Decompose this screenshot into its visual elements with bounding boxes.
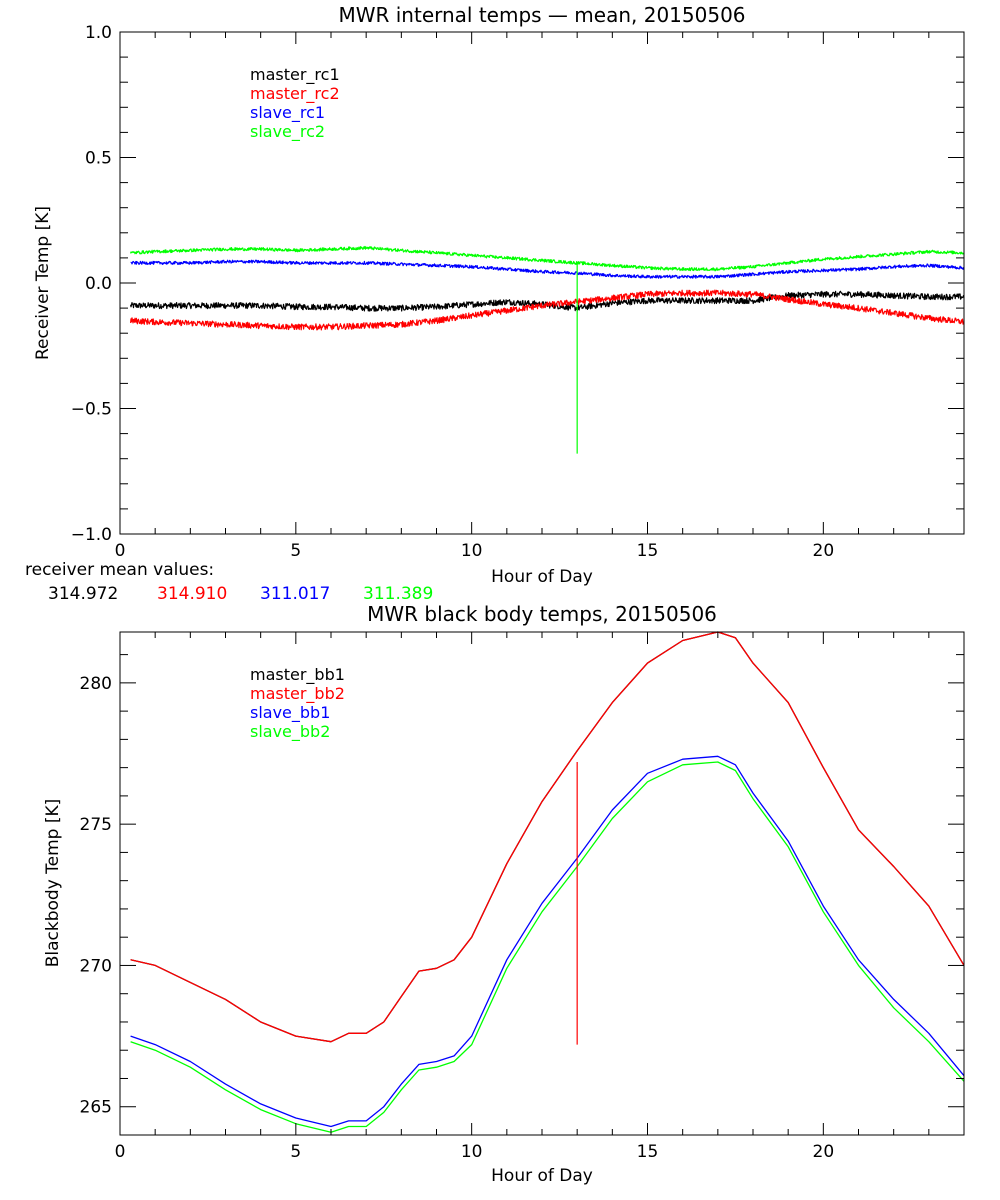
y-tick-label: 270 <box>80 956 112 976</box>
series-line-master-rc2 <box>130 289 965 331</box>
receiver-y-axis-label: Receiver Temp [K] <box>33 206 53 360</box>
y-tick-label: 0.0 <box>85 274 112 294</box>
y-tick-label: 0.5 <box>85 149 112 169</box>
x-tick-label: 10 <box>461 541 483 561</box>
series-line-slave-bb1 <box>130 755 965 1128</box>
mean-value-slave-rc2: 311.389 <box>363 584 433 604</box>
blackbody-chart: MWR black body temps, 20150506 0 5 10 15 20 2… <box>43 602 965 1186</box>
series-line-master-bb2 <box>130 631 965 1043</box>
receiver-legend: master_rc1 master_rc2 slave_rc1 slave_rc… <box>250 65 340 142</box>
y-tick-label: 275 <box>80 815 112 835</box>
mean-values-label: receiver mean values: <box>25 560 214 580</box>
receiver-chart: MWR internal temps — mean, 20150506 0 5 10… <box>33 3 965 587</box>
legend-slave-rc1: slave_rc1 <box>250 103 325 123</box>
blackbody-legend: master_bb1 master_bb2 slave_bb1 slave_bb… <box>250 665 345 742</box>
series-line-master-rc1 <box>130 290 965 312</box>
receiver-mean-values: receiver mean values: 314.972 314.910 31… <box>25 560 433 604</box>
series-line-slave-rc1 <box>130 259 965 279</box>
blackbody-x-axis-label: Hour of Day <box>491 1166 593 1186</box>
y-tick-label: 265 <box>80 1098 112 1118</box>
mean-value-slave-rc1: 311.017 <box>260 584 330 604</box>
mean-value-master-rc1: 314.972 <box>48 584 118 604</box>
y-tick-label: −1.0 <box>71 525 112 545</box>
x-tick-label: 0 <box>115 1142 126 1162</box>
x-tick-label: 15 <box>637 541 659 561</box>
blackbody-chart-title: MWR black body temps, 20150506 <box>367 602 717 626</box>
y-tick-label: −0.5 <box>71 400 112 420</box>
x-tick-label: 10 <box>461 1142 483 1162</box>
legend-slave-bb1: slave_bb1 <box>250 703 330 723</box>
x-tick-label: 20 <box>813 1142 835 1162</box>
x-tick-label: 0 <box>115 541 126 561</box>
x-tick-label: 5 <box>290 541 301 561</box>
legend-master-bb1: master_bb1 <box>250 665 345 685</box>
legend-slave-bb2: slave_bb2 <box>250 722 330 742</box>
legend-master-rc1: master_rc1 <box>250 65 340 85</box>
blackbody-y-axis-label: Blackbody Temp [K] <box>43 799 63 968</box>
legend-slave-rc2: slave_rc2 <box>250 122 325 142</box>
receiver-chart-title: MWR internal temps — mean, 20150506 <box>338 3 745 27</box>
mean-value-master-rc2: 314.910 <box>157 584 227 604</box>
y-tick-label: 1.0 <box>85 23 112 43</box>
series-line-slave-bb2 <box>130 761 965 1133</box>
x-tick-label: 5 <box>290 1142 301 1162</box>
x-tick-label: 15 <box>637 1142 659 1162</box>
legend-master-bb2: master_bb2 <box>250 684 345 704</box>
legend-master-rc2: master_rc2 <box>250 84 340 104</box>
receiver-x-axis-label: Hour of Day <box>491 567 593 587</box>
x-tick-label: 20 <box>813 541 835 561</box>
series-line-slave-rc2 <box>130 245 965 272</box>
y-tick-label: 280 <box>80 674 112 694</box>
